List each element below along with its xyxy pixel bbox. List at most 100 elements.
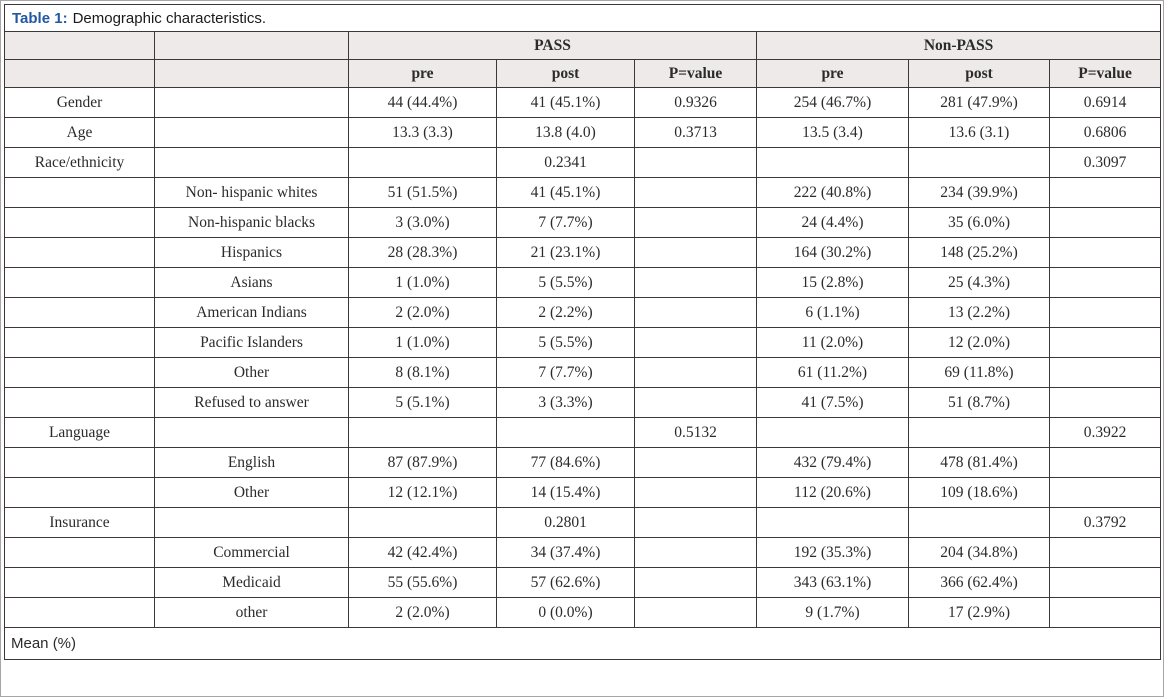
cell-pass-post: 7 (7.7%) xyxy=(496,207,635,238)
table-row: Other 8 (8.1%) 7 (7.7%) 61 (11.2%) 69 (11.8%… xyxy=(4,357,1162,388)
cell-nonpass-post: 13 (2.2%) xyxy=(908,297,1050,328)
cell-pass-pre: 1 (1.0%) xyxy=(348,327,497,358)
cell-nonpass-pre: 254 (46.7%) xyxy=(756,87,909,118)
cell-nonpass-pre: 222 (40.8%) xyxy=(756,177,909,208)
cell-category xyxy=(4,207,155,238)
cell-nonpass-pvalue xyxy=(1048,237,1162,268)
cell-pass-pvalue xyxy=(634,477,757,508)
cell-nonpass-pre: 112 (20.6%) xyxy=(756,477,909,508)
cell-subcategory: English xyxy=(154,447,349,478)
footer-row: Mean (%) xyxy=(3,627,1162,660)
cell-nonpass-pre xyxy=(756,507,909,538)
cell-nonpass-post xyxy=(908,417,1050,448)
cell-nonpass-post: 12 (2.0%) xyxy=(908,327,1050,358)
cell-nonpass-pvalue xyxy=(1048,597,1162,628)
cell-pass-pvalue: 0.9326 xyxy=(634,87,757,118)
cell-nonpass-pvalue: 0.6806 xyxy=(1048,117,1162,148)
cell-subcategory: Medicaid xyxy=(154,567,349,598)
header-nonpass-pre: pre xyxy=(756,59,909,88)
cell-subcategory: Non- hispanic whites xyxy=(154,177,349,208)
cell-subcategory: Asians xyxy=(154,267,349,298)
cell-nonpass-pvalue xyxy=(1048,357,1162,388)
cell-pass-pvalue xyxy=(634,207,757,238)
cell-nonpass-pre: 41 (7.5%) xyxy=(756,387,909,418)
cell-pass-pre: 42 (42.4%) xyxy=(348,537,497,568)
table-row: Gender 44 (44.4%) 41 (45.1%) 0.9326 254 (46.… xyxy=(4,87,1162,118)
cell-nonpass-post: 17 (2.9%) xyxy=(908,597,1050,628)
table-row: Non-hispanic blacks 3 (3.0%) 7 (7.7%) 24 (4… xyxy=(4,207,1162,238)
cell-pass-post: 0 (0.0%) xyxy=(496,597,635,628)
cell-pass-post: 57 (62.6%) xyxy=(496,567,635,598)
cell-nonpass-pvalue: 0.3792 xyxy=(1048,507,1162,538)
cell-pass-post: 14 (15.4%) xyxy=(496,477,635,508)
cell-nonpass-pvalue xyxy=(1048,177,1162,208)
cell-pass-pre: 12 (12.1%) xyxy=(348,477,497,508)
cell-category xyxy=(4,537,155,568)
cell-category: Gender xyxy=(4,87,155,118)
cell-pass-post: 0.2341 xyxy=(496,147,635,178)
table-row: other 2 (2.0%) 0 (0.0%) 9 (1.7%) 17 (2.9%) xyxy=(4,597,1162,628)
cell-nonpass-post: 281 (47.9%) xyxy=(908,87,1050,118)
cell-pass-pre: 8 (8.1%) xyxy=(348,357,497,388)
table-row: Other 12 (12.1%) 14 (15.4%) 112 (20.6%) 109 … xyxy=(4,477,1162,508)
header-group-nonpass: Non-PASS xyxy=(755,31,1162,60)
cell-subcategory xyxy=(154,147,349,178)
cell-pass-pre: 3 (3.0%) xyxy=(348,207,497,238)
cell-pass-pvalue xyxy=(634,177,757,208)
cell-subcategory: Refused to answer xyxy=(154,387,349,418)
table-caption: Table 1: Demographic characteristics. xyxy=(3,4,1162,32)
cell-pass-pvalue xyxy=(634,507,757,538)
cell-subcategory xyxy=(154,507,349,538)
table-row: Race/ethnicity 0.2341 0.3097 xyxy=(4,147,1162,178)
cell-pass-post xyxy=(496,417,635,448)
cell-nonpass-pre: 61 (11.2%) xyxy=(756,357,909,388)
cell-category xyxy=(4,297,155,328)
cell-nonpass-post: 35 (6.0%) xyxy=(908,207,1050,238)
cell-subcategory xyxy=(154,117,349,148)
cell-nonpass-pre xyxy=(756,417,909,448)
cell-nonpass-pvalue xyxy=(1048,447,1162,478)
table-row: English 87 (87.9%) 77 (84.6%) 432 (79.4%) 47… xyxy=(4,447,1162,478)
cell-nonpass-pvalue: 0.6914 xyxy=(1048,87,1162,118)
cell-pass-post: 77 (84.6%) xyxy=(496,447,635,478)
cell-category xyxy=(4,177,155,208)
cell-nonpass-pre xyxy=(756,147,909,178)
table-row: Pacific Islanders 1 (1.0%) 5 (5.5%) 11 (2.0… xyxy=(4,327,1162,358)
cell-nonpass-post: 109 (18.6%) xyxy=(908,477,1050,508)
cell-nonpass-post xyxy=(908,147,1050,178)
table-row: Insurance 0.2801 0.3792 xyxy=(4,507,1162,538)
header-spacer-subcategory-2 xyxy=(154,59,349,88)
cell-nonpass-pre: 192 (35.3%) xyxy=(756,537,909,568)
cell-subcategory: Hispanics xyxy=(154,237,349,268)
cell-category xyxy=(4,267,155,298)
cell-nonpass-pvalue xyxy=(1048,537,1162,568)
table-number-label: Table 1: xyxy=(12,9,68,27)
cell-pass-pre: 5 (5.1%) xyxy=(348,387,497,418)
cell-pass-pre: 87 (87.9%) xyxy=(348,447,497,478)
table-row: Non- hispanic whites 51 (51.5%) 41 (45.1%)… xyxy=(4,177,1162,208)
cell-nonpass-post: 25 (4.3%) xyxy=(908,267,1050,298)
cell-nonpass-pvalue xyxy=(1048,477,1162,508)
cell-category: Language xyxy=(4,417,155,448)
cell-category xyxy=(4,567,155,598)
cell-pass-post: 5 (5.5%) xyxy=(496,327,635,358)
cell-pass-pvalue xyxy=(634,447,757,478)
cell-pass-pvalue xyxy=(634,267,757,298)
cell-category xyxy=(4,237,155,268)
cell-pass-pvalue xyxy=(634,537,757,568)
cell-category xyxy=(4,327,155,358)
cell-nonpass-post: 13.6 (3.1) xyxy=(908,117,1050,148)
cell-subcategory: Pacific Islanders xyxy=(154,327,349,358)
cell-pass-pvalue: 0.3713 xyxy=(634,117,757,148)
cell-pass-post: 5 (5.5%) xyxy=(496,267,635,298)
cell-pass-pre: 2 (2.0%) xyxy=(348,297,497,328)
table-row: Age 13.3 (3.3) 13.8 (4.0) 0.3713 13.5 (3.4) 1… xyxy=(4,117,1162,148)
cell-nonpass-post: 366 (62.4%) xyxy=(908,567,1050,598)
cell-pass-pre: 51 (51.5%) xyxy=(348,177,497,208)
header-nonpass-pvalue: P=value xyxy=(1048,59,1162,88)
table-body: Gender 44 (44.4%) 41 (45.1%) 0.9326 254 (46.… xyxy=(4,87,1162,628)
cell-pass-pre: 13.3 (3.3) xyxy=(348,117,497,148)
cell-pass-post: 13.8 (4.0) xyxy=(496,117,635,148)
cell-category: Race/ethnicity xyxy=(4,147,155,178)
